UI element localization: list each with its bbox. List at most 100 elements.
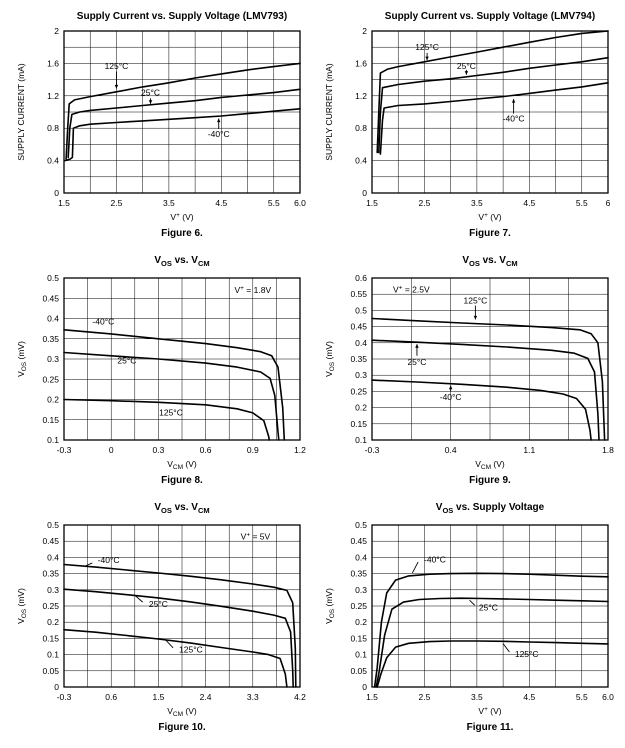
- chart-plot-area: -0.3 0 0.3 0.6 0.9 1.2 0.1 0.15 0.2 0.25 0.3 0.35 0.…: [12, 270, 308, 472]
- svg-text:0.15: 0.15: [350, 419, 367, 429]
- chart-title: VOS vs. VCM: [462, 255, 518, 268]
- plot-frame: [371, 30, 609, 194]
- y-axis-label: VOS (mV): [324, 588, 336, 624]
- x-tick-labels: -0.3 0.6 1.5 2.4 3.3 4.2: [57, 692, 307, 702]
- svg-text:0.5: 0.5: [355, 305, 367, 315]
- series-25C-line: [63, 588, 295, 688]
- svg-text:0.6: 0.6: [105, 692, 117, 702]
- grid-lines: [372, 278, 608, 440]
- svg-text:-0.3: -0.3: [57, 445, 72, 455]
- svg-text:0.1: 0.1: [355, 650, 367, 660]
- series-25C-line: [63, 351, 280, 441]
- series-minus40C-line: [379, 81, 609, 155]
- svg-text:0.4: 0.4: [445, 445, 457, 455]
- x-axis-label: VCM (V): [475, 459, 505, 471]
- arrowhead: [448, 385, 453, 390]
- svg-text:0.55: 0.55: [350, 289, 367, 299]
- y-tick-labels: 0.1 0.15 0.2 0.25 0.3 0.35 0.4 0.45 0.5: [42, 273, 59, 445]
- svg-text:4.5: 4.5: [523, 692, 535, 702]
- svg-text:5.5: 5.5: [576, 692, 588, 702]
- y-axis-label: SUPPLY CURRENT (mA): [16, 63, 26, 160]
- chart-title: Supply Current vs. Supply Voltage (LMV79…: [384, 11, 596, 22]
- svg-text:3.5: 3.5: [471, 198, 483, 208]
- chart-plot-area: 1.5 2.5 3.5 4.5 5.5 6 0 0.4 0.8 1.2 1.6 2 V+ (V) SUPP…: [320, 23, 616, 225]
- series-minus40C-line: [373, 572, 609, 688]
- svg-text:0.2: 0.2: [47, 395, 59, 405]
- svg-text:0.45: 0.45: [42, 293, 59, 303]
- figure-caption: Figure 6.: [161, 228, 203, 239]
- svg-text:0.25: 0.25: [350, 386, 367, 396]
- svg-text:-0.3: -0.3: [57, 692, 72, 702]
- svg-text:0: 0: [109, 445, 114, 455]
- svg-text:3.3: 3.3: [247, 692, 259, 702]
- curve-label: -40°C: [440, 392, 462, 402]
- grid-lines: [64, 525, 300, 687]
- series-125C-line: [65, 62, 301, 160]
- plot-frame: [371, 524, 609, 688]
- series-minus40C-line: [371, 379, 592, 441]
- svg-text:0.4: 0.4: [47, 156, 59, 166]
- curve-label: 125°C: [415, 42, 439, 52]
- curve-label: -40°C: [92, 317, 114, 327]
- grid-lines: [372, 31, 608, 193]
- chart-title: Supply Current vs. Supply Voltage (LMV79…: [76, 11, 288, 22]
- svg-text:4.5: 4.5: [523, 198, 535, 208]
- svg-text:1.6: 1.6: [47, 58, 59, 68]
- figure-9-canvas: -0.3 0.4 1.1 1.8 0.1 0.15 0.2 0.25 0.3 0.35 0.4 0.4…: [324, 273, 615, 471]
- figure-10-canvas: -0.3 0.6 1.5 2.4 3.3 4.2 0 0.05 0.1 0.15 0.2 0.25 0.…: [16, 520, 307, 718]
- figure-8-canvas: -0.3 0 0.3 0.6 0.9 1.20.10.150.20.250.30.350.…: [16, 273, 306, 471]
- series-minus40C-line: [64, 108, 301, 162]
- curve-label: 25°C: [149, 599, 168, 609]
- svg-text:0.1: 0.1: [47, 650, 59, 660]
- svg-text:1.5: 1.5: [366, 692, 378, 702]
- svg-text:0.35: 0.35: [42, 334, 59, 344]
- figure-6-canvas: 1.5 2.5 3.5 4.5 5.5 6.0 0 0.4 0.8 1.2 1.6 2 V+ (V) SU…: [16, 26, 306, 222]
- svg-text:2.5: 2.5: [419, 692, 431, 702]
- svg-text:5.5: 5.5: [268, 198, 280, 208]
- svg-text:6: 6: [606, 198, 611, 208]
- svg-text:4.5: 4.5: [215, 198, 227, 208]
- svg-text:0.4: 0.4: [47, 314, 59, 324]
- svg-text:0.45: 0.45: [350, 536, 367, 546]
- series-25C-line: [371, 339, 600, 441]
- svg-text:0.5: 0.5: [355, 520, 367, 530]
- svg-text:0.05: 0.05: [42, 666, 59, 676]
- curve-label: 125°C: [105, 61, 129, 71]
- plot-frame: [63, 30, 301, 194]
- x-tick-labels: -0.3 0.4 1.1 1.8: [365, 445, 615, 455]
- y-axis-label: SUPPLY CURRENT (mA): [324, 63, 334, 160]
- x-axis-label: VCM (V): [167, 459, 197, 471]
- chart-plot-area: -0.3 0.4 1.1 1.8 0.1 0.15 0.2 0.25 0.3 0.35 0.4 0.4…: [320, 270, 616, 472]
- arrowhead: [425, 56, 429, 61]
- series-125C-line: [63, 398, 271, 441]
- svg-text:0.15: 0.15: [42, 415, 59, 425]
- y-axis-label: VOS (mV): [16, 341, 28, 377]
- figure-9-block: VOS vs. VCM -0.3 0.4 1.1 1.8 0.1 0.15 0.2 0.25 0…: [320, 254, 616, 487]
- svg-text:0.5: 0.5: [47, 520, 59, 530]
- svg-text:2: 2: [362, 26, 367, 36]
- svg-text:6.0: 6.0: [602, 692, 614, 702]
- curve-label: 125°C: [159, 407, 183, 417]
- figure-10-block: VOS vs. VCM -0.3 0.6 1.5 2.4 3.3 4.2 0 0.05 0.1 0…: [12, 501, 308, 734]
- arrowhead: [464, 71, 469, 75]
- series-125C-line: [63, 628, 288, 688]
- svg-text:0.25: 0.25: [350, 601, 367, 611]
- chart-title: VOS vs. Supply Voltage: [435, 502, 545, 515]
- svg-text:0.2: 0.2: [355, 403, 367, 413]
- svg-text:0.3: 0.3: [47, 354, 59, 364]
- svg-text:0.35: 0.35: [42, 569, 59, 579]
- svg-text:2.5: 2.5: [111, 198, 123, 208]
- curve-label: 25°C: [407, 357, 426, 367]
- curve-label: 25°C: [479, 602, 498, 612]
- svg-text:0.15: 0.15: [42, 633, 59, 643]
- series-25C-line: [377, 56, 609, 154]
- series-125C-line: [376, 640, 609, 688]
- plot-frame: [371, 277, 609, 441]
- chart-plot-area: -0.3 0.6 1.5 2.4 3.3 4.2 0 0.05 0.1 0.15 0.2 0.25 0.…: [12, 517, 308, 719]
- figure-7-block: Supply Current vs. Supply Voltage (LMV79…: [320, 10, 616, 240]
- svg-text:0: 0: [54, 188, 59, 198]
- y-tick-labels: 0 0.05 0.1 0.15 0.2 0.25 0.3 0.35 0.4 0.45 0.5: [350, 520, 367, 692]
- curve-label: 125°C: [179, 645, 203, 655]
- label-leader-line: [135, 595, 143, 603]
